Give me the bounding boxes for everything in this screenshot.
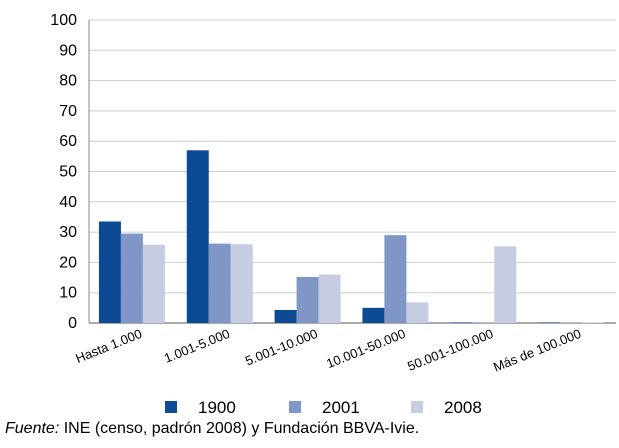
y-tick-label: 90 <box>59 42 77 59</box>
x-tick-label: Hasta 1.000 <box>73 326 144 366</box>
y-tick-label: 40 <box>59 194 77 211</box>
bar-1900-5 <box>538 322 561 323</box>
y-axis-ticks: 0 10 20 30 40 50 60 70 80 90 100 <box>50 12 77 332</box>
y-tick-label: 100 <box>50 12 77 29</box>
legend-label-2008: 2008 <box>444 398 482 417</box>
bar-2001-0 <box>120 233 143 323</box>
legend-swatch-1900 <box>165 401 177 413</box>
x-tick-label: 1.001-5.000 <box>162 326 232 366</box>
bar-2008-3 <box>406 302 429 323</box>
legend-label-2001: 2001 <box>322 398 360 417</box>
y-tick-label: 70 <box>59 103 77 120</box>
legend-label-1900: 1900 <box>198 398 236 417</box>
source-label: Fuente: <box>5 420 60 437</box>
bar-1900-0 <box>98 221 121 323</box>
y-tick-label: 10 <box>59 285 77 302</box>
legend-swatch-2001 <box>289 401 301 413</box>
x-tick-label: Más de 100.000 <box>491 326 583 375</box>
x-tick-label: 10.001-50.000 <box>324 326 407 371</box>
bars <box>98 150 605 323</box>
bar-2008-0 <box>142 244 165 323</box>
bar-2008-4 <box>494 246 517 323</box>
bar-2001-5 <box>560 322 583 323</box>
bar-2001-4 <box>472 322 495 323</box>
bar-2008-1 <box>230 244 253 323</box>
y-tick-label: 50 <box>59 164 77 181</box>
bar-1900-1 <box>186 150 209 323</box>
y-tick-label: 80 <box>59 73 77 90</box>
y-tick-label: 60 <box>59 133 77 150</box>
gridlines <box>88 19 616 324</box>
x-tick-label: 50.001-100.000 <box>405 326 495 374</box>
bar-2008-5 <box>582 322 605 323</box>
source-note: Fuente: INE (censo, padrón 2008) y Funda… <box>5 420 419 438</box>
bar-2001-1 <box>208 243 231 323</box>
bar-1900-4 <box>450 322 473 323</box>
x-axis-ticks: Hasta 1.000 1.001-5.000 5.001-10.000 10.001… <box>73 326 583 375</box>
legend-swatch-2008 <box>411 401 423 413</box>
legend: 1900 2001 2008 <box>165 398 482 417</box>
y-tick-label: 20 <box>59 254 77 271</box>
bar-1900-3 <box>362 307 385 323</box>
bar-2008-2 <box>318 274 341 323</box>
x-tick-label: 5.001-10.000 <box>243 326 320 369</box>
bar-2001-3 <box>384 235 407 323</box>
bar-1900-2 <box>274 309 297 323</box>
bar-2001-2 <box>296 276 319 323</box>
y-tick-label: 0 <box>68 315 77 332</box>
y-tick-label: 30 <box>59 224 77 241</box>
source-text: INE (censo, padrón 2008) y Fundación BBV… <box>59 420 420 437</box>
